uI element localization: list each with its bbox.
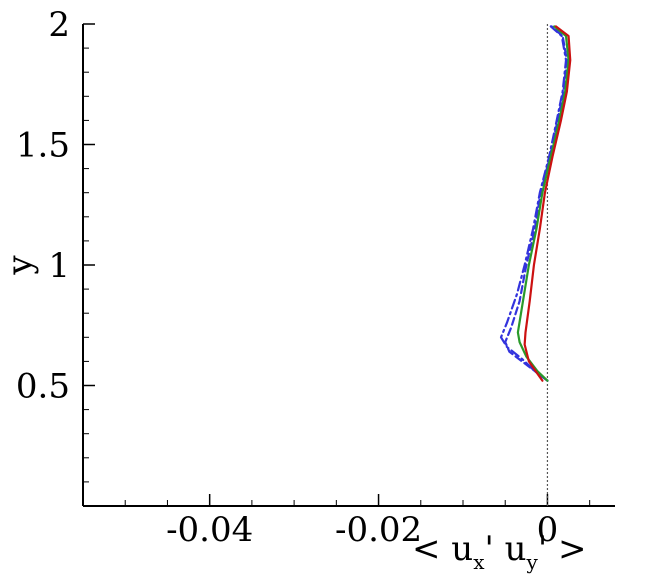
y-tick-label: 0.5 — [16, 367, 70, 407]
axes — [82, 24, 615, 507]
y-axis-label: y — [0, 255, 40, 276]
y-tick-label: 2 — [48, 5, 70, 45]
ticks — [83, 23, 591, 506]
x-axis-label-sub2: y — [526, 550, 539, 574]
x-tick-label: -0.02 — [335, 510, 422, 550]
x-axis-label-sub1: x — [473, 550, 485, 574]
x-axis-label-suffix: ' > — [538, 529, 587, 569]
x-tick-label: 0 — [537, 510, 559, 550]
series-line-2 — [499, 25, 568, 382]
x-axis-label-mid: ' u — [484, 529, 526, 569]
tick-labels: 0.5 1 1.5 2 -0.04 -0.02 0 — [16, 5, 558, 550]
series-group — [499, 25, 572, 382]
x-axis-label: < ux' uy' > — [412, 529, 587, 574]
y-tick-label: 1.5 — [16, 126, 70, 166]
x-axis-label-prefix: < u — [412, 529, 473, 569]
series-line-4 — [523, 25, 572, 382]
series-line-3 — [516, 25, 570, 382]
y-tick-label: 1 — [48, 246, 70, 286]
series-line-1 — [504, 25, 568, 382]
x-tick-label: -0.04 — [166, 510, 253, 550]
